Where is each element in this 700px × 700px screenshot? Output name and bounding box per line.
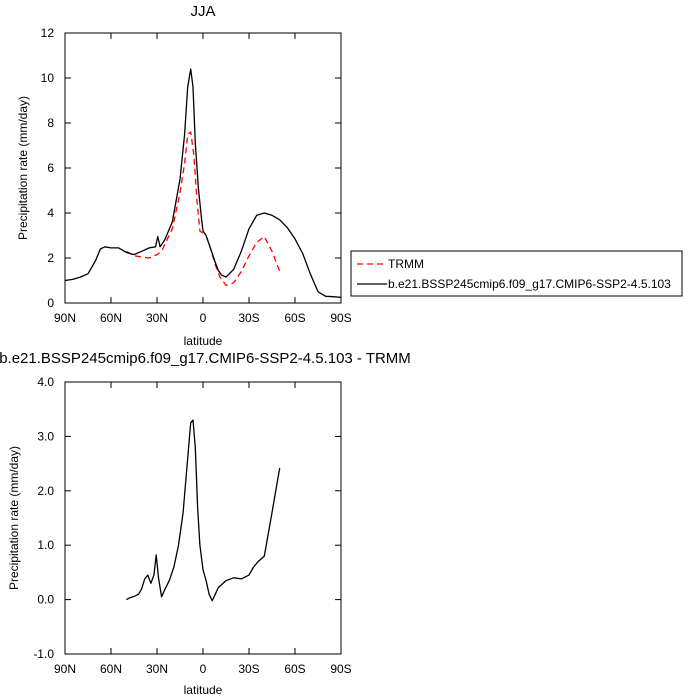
y-axis-label-top: Precipitation rate (mm/day) bbox=[16, 96, 30, 240]
y-tick-label: 4.0 bbox=[37, 375, 54, 389]
x-tick-label: 30S bbox=[238, 311, 259, 325]
legend-label-trmm: TRMM bbox=[388, 257, 424, 271]
x-tick-label: 60N bbox=[100, 662, 122, 676]
x-tick-label: 90S bbox=[330, 311, 351, 325]
y-tick-label: 0 bbox=[47, 296, 54, 310]
x-tick-label: 60S bbox=[284, 311, 305, 325]
y-tick-labels-bottom: -1.0 0.0 1.0 2.0 3.0 4.0 bbox=[33, 375, 54, 661]
x-tick-labels-top: 90N 60N 30N 0 30S 60S 90S bbox=[54, 311, 352, 325]
x-tick-label: 0 bbox=[200, 662, 207, 676]
plot-frame-top bbox=[64, 32, 342, 304]
y-tick-label: 12 bbox=[41, 26, 55, 40]
x-tick-label: 90N bbox=[54, 311, 76, 325]
chart-title-top: JJA bbox=[190, 3, 215, 20]
x-tick-label: 30N bbox=[146, 311, 168, 325]
y-tick-label: 1.0 bbox=[37, 538, 54, 552]
x-tick-labels-bottom: 90N 60N 30N 0 30S 60S 90S bbox=[54, 662, 352, 676]
y-tick-label: 4 bbox=[47, 206, 54, 220]
x-tick-label: 60S bbox=[284, 662, 305, 676]
y-tick-label: 10 bbox=[41, 71, 55, 85]
precip-zonal-mean-panel: JJA 90N 60N 30N 0 30S 60S 90S 0 2 4 6 8 10 12 latitu… bbox=[16, 3, 683, 348]
tick-marks-top bbox=[64, 32, 342, 304]
series-line-model bbox=[64, 68, 342, 299]
legend: TRMM b.e21.BSSP245cmip6.f09_g17.CMIP6-SS… bbox=[350, 250, 683, 297]
x-tick-label: 90S bbox=[330, 662, 351, 676]
tick-marks-bottom bbox=[64, 381, 342, 655]
y-tick-labels-top: 0 2 4 6 8 10 12 bbox=[41, 26, 55, 310]
x-tick-label: 0 bbox=[200, 311, 207, 325]
chart-title-bottom: b.e21.BSSP245cmip6.f09_g17.CMIP6-SSP2-4.… bbox=[0, 350, 411, 367]
y-tick-label: -1.0 bbox=[33, 647, 54, 661]
series-lines-bottom bbox=[126, 419, 281, 602]
legend-box bbox=[350, 250, 683, 297]
x-tick-label: 30S bbox=[238, 662, 259, 676]
x-tick-label: 90N bbox=[54, 662, 76, 676]
y-tick-label: 0.0 bbox=[37, 593, 54, 607]
y-tick-label: 8 bbox=[47, 116, 54, 130]
y-tick-label: 2.0 bbox=[37, 484, 54, 498]
y-tick-label: 6 bbox=[47, 161, 54, 175]
y-tick-label: 3.0 bbox=[37, 429, 54, 443]
series-line-difference bbox=[126, 419, 281, 602]
y-tick-label: 2 bbox=[47, 251, 54, 265]
x-axis-label-top: latitude bbox=[184, 334, 223, 348]
x-tick-label: 30N bbox=[146, 662, 168, 676]
series-lines-top bbox=[64, 68, 342, 299]
legend-label-model: b.e21.BSSP245cmip6.f09_g17.CMIP6-SSP2-4.… bbox=[388, 277, 671, 291]
y-axis-label-bottom: Precipitation rate (mm/day) bbox=[7, 446, 21, 590]
x-tick-label: 60N bbox=[100, 311, 122, 325]
precip-difference-panel: b.e21.BSSP245cmip6.f09_g17.CMIP6-SSP2-4.… bbox=[0, 350, 411, 697]
x-axis-label-bottom: latitude bbox=[184, 683, 223, 697]
plot-frame-bottom bbox=[64, 381, 342, 655]
series-line-trmm bbox=[125, 131, 281, 287]
